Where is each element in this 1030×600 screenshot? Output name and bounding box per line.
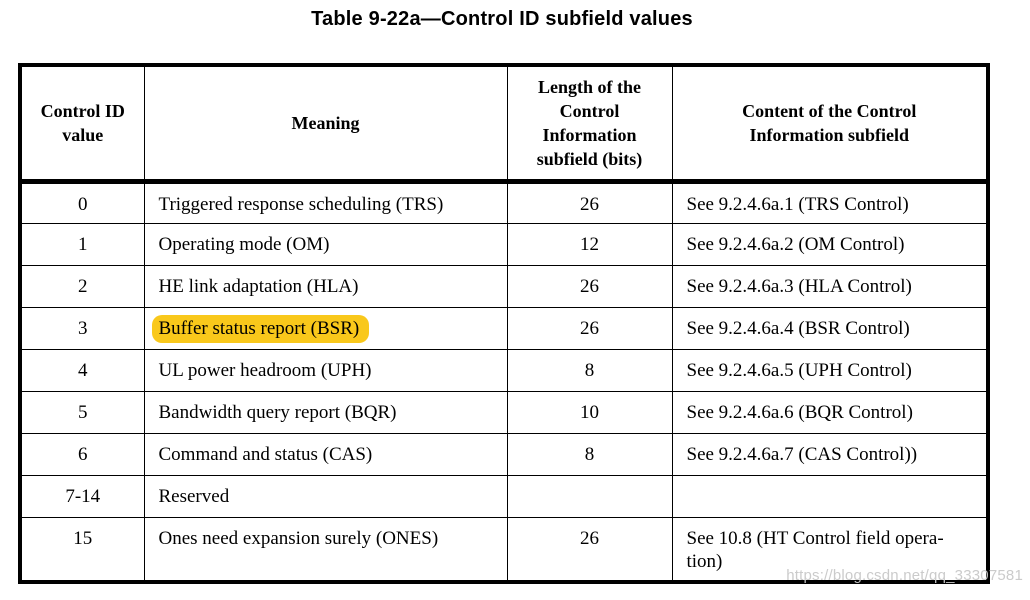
- cell-meaning: Triggered response scheduling (TRS): [143, 180, 508, 224]
- cell-control-id: 7-14: [19, 474, 145, 518]
- table-title: Table 9-22a—Control ID subfield values: [311, 8, 693, 30]
- cell-length-bits: 26: [506, 306, 673, 350]
- cell-control-id: 2: [19, 264, 145, 308]
- table-body: 0 Triggered response scheduling (TRS) 26 Se…: [19, 180, 989, 583]
- cell-control-id: 6: [19, 432, 145, 476]
- cell-content: See 9.2.4.6a.6 (BQR Control): [671, 390, 989, 434]
- cell-content: [671, 474, 989, 518]
- cell-content: See 10.8 (HT Control field opera- tion): [671, 516, 989, 583]
- cell-length-bits: 8: [506, 348, 673, 392]
- cell-content: See 9.2.4.6a.4 (BSR Control): [671, 306, 989, 350]
- cell-length-bits: [506, 474, 673, 518]
- cell-control-id: 15: [19, 516, 145, 583]
- watermark: https://blog.csdn.net/qq_33307581: [786, 567, 1023, 584]
- cell-content: See 9.2.4.6a.7 (CAS Control)): [671, 432, 989, 476]
- cell-content: See 9.2.4.6a.5 (UPH Control): [671, 348, 989, 392]
- cell-length-bits: 26: [506, 180, 673, 224]
- table-row: 15 Ones need expansion surely (ONES) 26 See…: [19, 516, 989, 583]
- table-row: 7-14 Reserved: [19, 474, 989, 518]
- cell-meaning: Bandwidth query report (BQR): [143, 390, 508, 434]
- cell-length-bits: 8: [506, 432, 673, 476]
- table-row: 4 UL power headroom (UPH) 8 See 9.2.4.6a.5 …: [19, 348, 989, 392]
- cell-content: See 9.2.4.6a.1 (TRS Control): [671, 180, 989, 224]
- cell-control-id: 3: [19, 306, 145, 350]
- cell-length-bits: 26: [506, 516, 673, 583]
- cell-meaning: Ones need expansion surely (ONES): [143, 516, 508, 583]
- highlighted-text: Buffer status report (BSR): [151, 314, 370, 343]
- table-row: 5 Bandwidth query report (BQR) 10 See 9.2.4…: [19, 390, 989, 434]
- cell-length-bits: 12: [506, 222, 673, 266]
- header-content: Content of the Control Information subfi…: [671, 64, 989, 184]
- cell-content: See 9.2.4.6a.2 (OM Control): [671, 222, 989, 266]
- cell-control-id: 0: [19, 180, 145, 224]
- table-header: Control ID value Meaning Length of the C…: [19, 64, 989, 184]
- table-row: 2 HE link adaptation (HLA) 26 See 9.2.4.6a.…: [19, 264, 989, 308]
- cell-meaning: Reserved: [143, 474, 508, 518]
- header-row: Control ID value Meaning Length of the C…: [19, 64, 989, 184]
- cell-length-bits: 10: [506, 390, 673, 434]
- cell-control-id: 5: [19, 390, 145, 434]
- cell-meaning: UL power headroom (UPH): [143, 348, 508, 392]
- cell-meaning: Command and status (CAS): [143, 432, 508, 476]
- table-row: 3 Buffer status report (BSR) 26 See 9.2.4.6…: [19, 306, 989, 350]
- cell-meaning: HE link adaptation (HLA): [143, 264, 508, 308]
- control-id-table: Control ID value Meaning Length of the C…: [18, 63, 990, 584]
- cell-control-id: 1: [19, 222, 145, 266]
- cell-content: See 9.2.4.6a.3 (HLA Control): [671, 264, 989, 308]
- header-control-id-value: Control ID value: [19, 64, 145, 184]
- cell-meaning: Operating mode (OM): [143, 222, 508, 266]
- table-row: 1 Operating mode (OM) 12 See 9.2.4.6a.2 (OM…: [19, 222, 989, 266]
- cell-control-id: 4: [19, 348, 145, 392]
- header-length: Length of the Control Information subfie…: [506, 64, 673, 184]
- cell-meaning: Buffer status report (BSR): [143, 306, 508, 350]
- cell-length-bits: 26: [506, 264, 673, 308]
- table-row: 0 Triggered response scheduling (TRS) 26 Se…: [19, 180, 989, 224]
- header-meaning: Meaning: [143, 64, 508, 184]
- table-row: 6 Command and status (CAS) 8 See 9.2.4.6a.7…: [19, 432, 989, 476]
